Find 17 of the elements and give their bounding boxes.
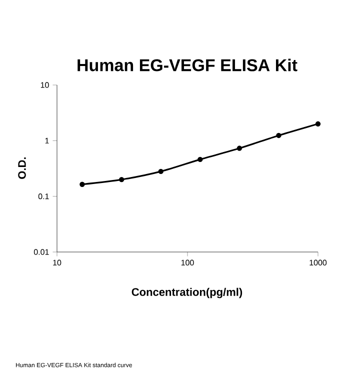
x-axis-title: Concentration(pg/ml) [132,288,242,298]
point [276,132,282,138]
point [236,146,242,151]
chart-title: Human EG-VEGF ELISA Kit [78,58,298,72]
point [80,182,85,187]
x-tick-label: 1000 [310,260,327,266]
y-tick-label: 10 [40,82,49,88]
point [158,168,164,174]
x-tick-label: 10 [53,260,62,266]
y-tick-label: 0.01 [34,249,49,255]
point [118,176,124,182]
point [315,121,321,127]
y-tick-label: 1 [45,138,49,144]
point [198,156,203,162]
x-tick-label: 100 [181,260,194,266]
y-tick-label: 0.1 [38,194,49,200]
y-axis-title: O.D. [18,157,26,179]
